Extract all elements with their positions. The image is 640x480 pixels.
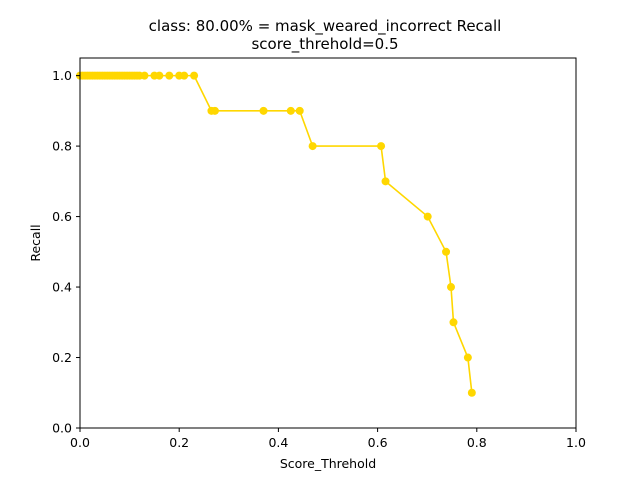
- data-point: [190, 71, 199, 80]
- series-line: [80, 74, 473, 393]
- chart-subtitle: score_threhold=0.5: [251, 35, 398, 54]
- x-tick-label: 1.0: [566, 435, 586, 450]
- data-point: [463, 353, 472, 362]
- y-axis: 0.0 0.2 0.4 0.6 0.8 1.0: [52, 68, 80, 436]
- data-point: [180, 71, 189, 80]
- y-axis-label: Recall: [28, 224, 43, 261]
- data-point: [295, 106, 304, 115]
- y-tick-label: 0.4: [52, 280, 72, 295]
- plot-frame: [79, 57, 577, 429]
- y-tick-label: 0.8: [52, 139, 72, 154]
- x-tick-label: 0.2: [169, 435, 189, 450]
- x-tick-label: 0.8: [467, 435, 487, 450]
- x-tick-label: 0.6: [368, 435, 388, 450]
- data-point: [210, 106, 219, 115]
- data-point: [155, 71, 164, 80]
- data-point: [423, 212, 432, 221]
- y-tick-label: 1.0: [52, 68, 72, 83]
- data-point: [140, 71, 149, 80]
- y-tick-label: 0.6: [52, 209, 72, 224]
- data-point: [286, 106, 295, 115]
- data-point: [165, 71, 174, 80]
- y-tick-label: 0.0: [52, 421, 72, 436]
- x-axis-label: Score_Threhold: [280, 456, 376, 471]
- x-tick-label: 0.4: [268, 435, 288, 450]
- data-point: [259, 106, 268, 115]
- data-point: [381, 177, 390, 186]
- data-point: [308, 142, 317, 151]
- data-point: [442, 247, 451, 256]
- x-axis: 0.0 0.2 0.4 0.6 0.8 1.0: [70, 428, 586, 450]
- chart-title: class: 80.00% = mask_weared_incorrect Re…: [149, 17, 502, 36]
- data-point: [447, 283, 456, 292]
- x-tick-label: 0.0: [70, 435, 90, 450]
- series-layer: [76, 71, 476, 397]
- y-tick-label: 0.2: [52, 350, 72, 365]
- data-point: [377, 142, 386, 151]
- data-point: [467, 388, 476, 397]
- data-point: [449, 318, 458, 327]
